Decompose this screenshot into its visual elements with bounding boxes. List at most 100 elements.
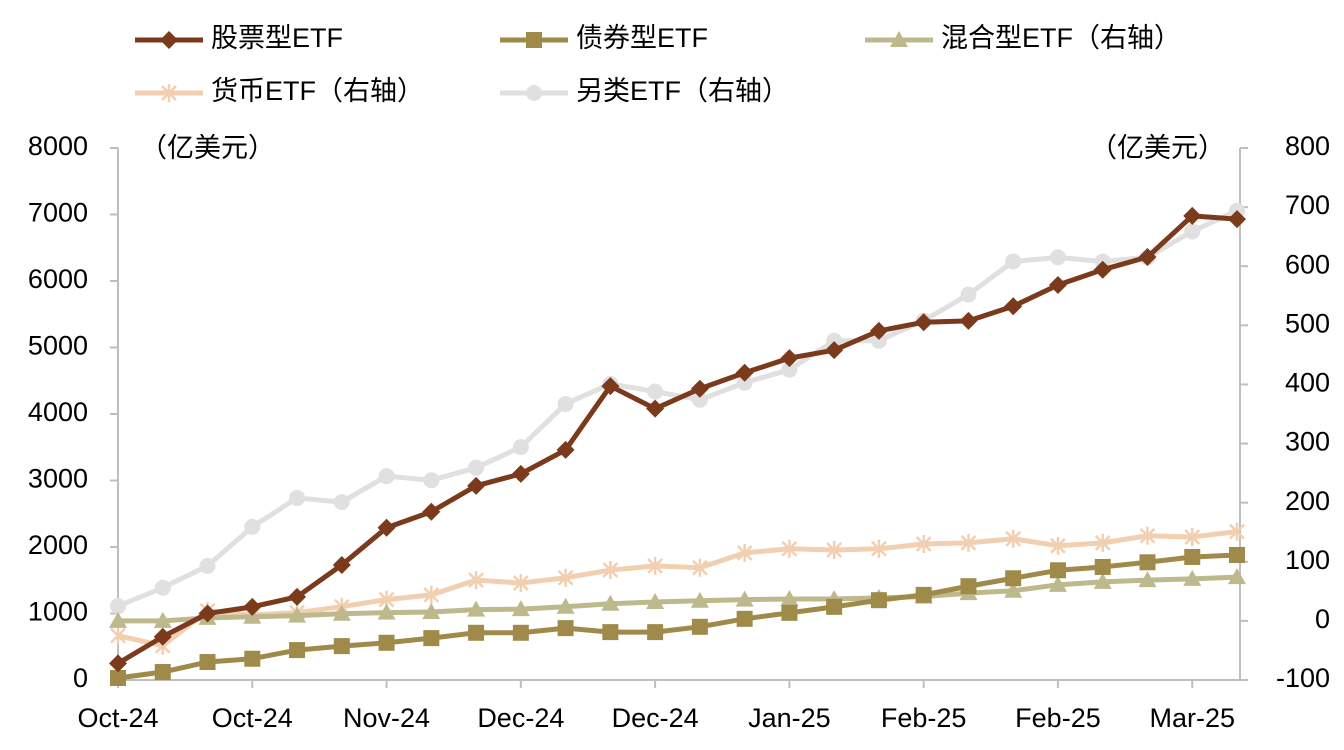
data-point xyxy=(512,574,529,593)
y2-tick-label: -100 xyxy=(1276,663,1330,693)
data-point xyxy=(153,627,172,646)
data-point xyxy=(110,598,126,615)
data-point xyxy=(915,535,932,554)
x-tick-label: Oct-24 xyxy=(77,703,158,733)
data-point xyxy=(1004,297,1023,316)
series-line xyxy=(117,529,1238,649)
data-point xyxy=(199,654,216,671)
data-point xyxy=(333,638,350,655)
data-point xyxy=(332,604,351,621)
data-point xyxy=(377,518,396,537)
y2-tick-label: 300 xyxy=(1285,427,1330,457)
data-point xyxy=(1229,522,1245,541)
data-point xyxy=(780,590,799,607)
series xyxy=(109,568,1246,628)
data-point xyxy=(1049,249,1066,266)
series xyxy=(109,206,1246,673)
data-point xyxy=(1184,223,1201,240)
data-point xyxy=(468,624,485,641)
data-point xyxy=(423,585,440,604)
x-tick-label: Feb-25 xyxy=(1015,703,1101,733)
y-axis-unit: （亿美元） xyxy=(140,133,275,163)
data-point xyxy=(198,604,217,623)
data-point xyxy=(557,568,574,587)
data-point xyxy=(557,395,574,412)
y2-tick-label: 0 xyxy=(1315,604,1330,634)
legend-label: 货币ETF（右轴） xyxy=(211,76,424,106)
data-point xyxy=(735,363,754,382)
data-point xyxy=(244,518,261,535)
data-point xyxy=(153,611,172,628)
y2-tick-label: 100 xyxy=(1285,545,1330,575)
y-tick-label: 0 xyxy=(73,663,88,693)
y2-tick-label: 500 xyxy=(1285,308,1330,338)
data-point xyxy=(602,624,619,641)
data-point xyxy=(1228,568,1246,585)
data-point xyxy=(1048,575,1067,592)
data-point xyxy=(647,383,664,400)
data-point xyxy=(378,468,395,485)
legend-icon xyxy=(526,32,542,48)
data-point xyxy=(1183,206,1202,225)
data-point xyxy=(1184,527,1201,546)
data-point xyxy=(914,313,933,332)
y-tick-label: 4000 xyxy=(28,397,88,427)
x-tick-label: Oct-24 xyxy=(212,703,293,733)
data-point xyxy=(378,634,395,651)
data-point xyxy=(244,650,261,667)
x-tick-label: Feb-25 xyxy=(881,703,967,733)
y-tick-label: 2000 xyxy=(28,530,88,560)
data-point xyxy=(690,591,709,608)
data-point xyxy=(646,399,665,418)
data-point xyxy=(1005,529,1022,548)
data-point xyxy=(289,642,306,659)
data-point xyxy=(1228,210,1246,229)
legend-item: 股票型ETF xyxy=(135,23,343,53)
y2-axis-unit: （亿美元） xyxy=(1090,133,1225,163)
data-point xyxy=(1005,570,1022,587)
data-point xyxy=(332,555,351,574)
data-point xyxy=(289,489,306,506)
data-point xyxy=(199,557,216,574)
legend-icon xyxy=(161,84,177,102)
data-point xyxy=(1094,558,1111,575)
data-point xyxy=(1139,526,1156,545)
data-point xyxy=(959,311,978,330)
data-point xyxy=(691,558,708,577)
y2-tick-label: 800 xyxy=(1285,131,1330,161)
data-point xyxy=(602,561,619,580)
data-point xyxy=(870,592,887,609)
data-point xyxy=(511,600,530,617)
data-point xyxy=(1229,546,1245,563)
y-tick-label: 8000 xyxy=(28,131,88,161)
y-tick-label: 5000 xyxy=(28,331,88,361)
series-line xyxy=(116,213,1238,666)
data-point xyxy=(422,502,441,521)
data-point xyxy=(1138,571,1157,588)
data-point xyxy=(781,361,798,378)
data-point xyxy=(960,578,977,595)
data-point xyxy=(109,654,127,673)
data-point xyxy=(333,494,350,511)
data-point xyxy=(467,600,486,617)
data-point xyxy=(288,606,307,623)
data-point xyxy=(781,604,798,621)
legend-icon xyxy=(890,31,908,47)
data-point xyxy=(826,540,843,559)
data-point xyxy=(960,286,977,303)
data-point xyxy=(557,620,574,637)
data-point xyxy=(1183,569,1202,586)
data-point xyxy=(601,377,620,396)
x-tick-label: Mar-25 xyxy=(1149,703,1235,733)
data-point xyxy=(780,349,799,368)
data-point xyxy=(1138,248,1157,267)
data-point xyxy=(1184,548,1201,565)
data-point xyxy=(467,476,486,495)
data-point xyxy=(556,440,575,459)
x-tick-label: Dec-24 xyxy=(477,703,564,733)
data-point xyxy=(423,630,440,647)
data-point xyxy=(826,598,843,615)
series xyxy=(110,546,1245,687)
data-point xyxy=(422,603,441,620)
data-point xyxy=(1049,562,1066,579)
